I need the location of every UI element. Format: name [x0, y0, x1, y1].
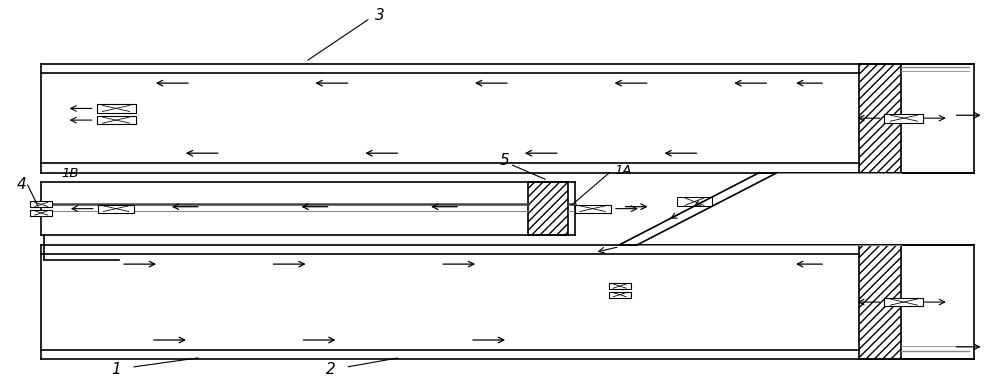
Text: 5: 5 — [500, 154, 510, 169]
Bar — [97, 104, 136, 113]
Text: 2: 2 — [326, 362, 335, 377]
Text: 3: 3 — [375, 7, 385, 22]
Bar — [859, 64, 901, 172]
Bar — [859, 245, 901, 359]
Bar — [884, 114, 923, 123]
Bar — [609, 292, 631, 298]
Bar — [97, 116, 136, 125]
Bar — [609, 283, 631, 289]
Bar — [528, 182, 568, 235]
Bar — [30, 201, 52, 207]
Bar — [575, 205, 611, 213]
Text: 1: 1 — [111, 362, 121, 377]
Text: 4: 4 — [16, 177, 26, 192]
Bar — [98, 205, 134, 213]
Bar — [884, 298, 923, 307]
Text: 1A: 1A — [615, 164, 632, 177]
Bar — [30, 210, 52, 216]
Text: 1B: 1B — [61, 167, 79, 180]
Bar — [677, 197, 712, 206]
